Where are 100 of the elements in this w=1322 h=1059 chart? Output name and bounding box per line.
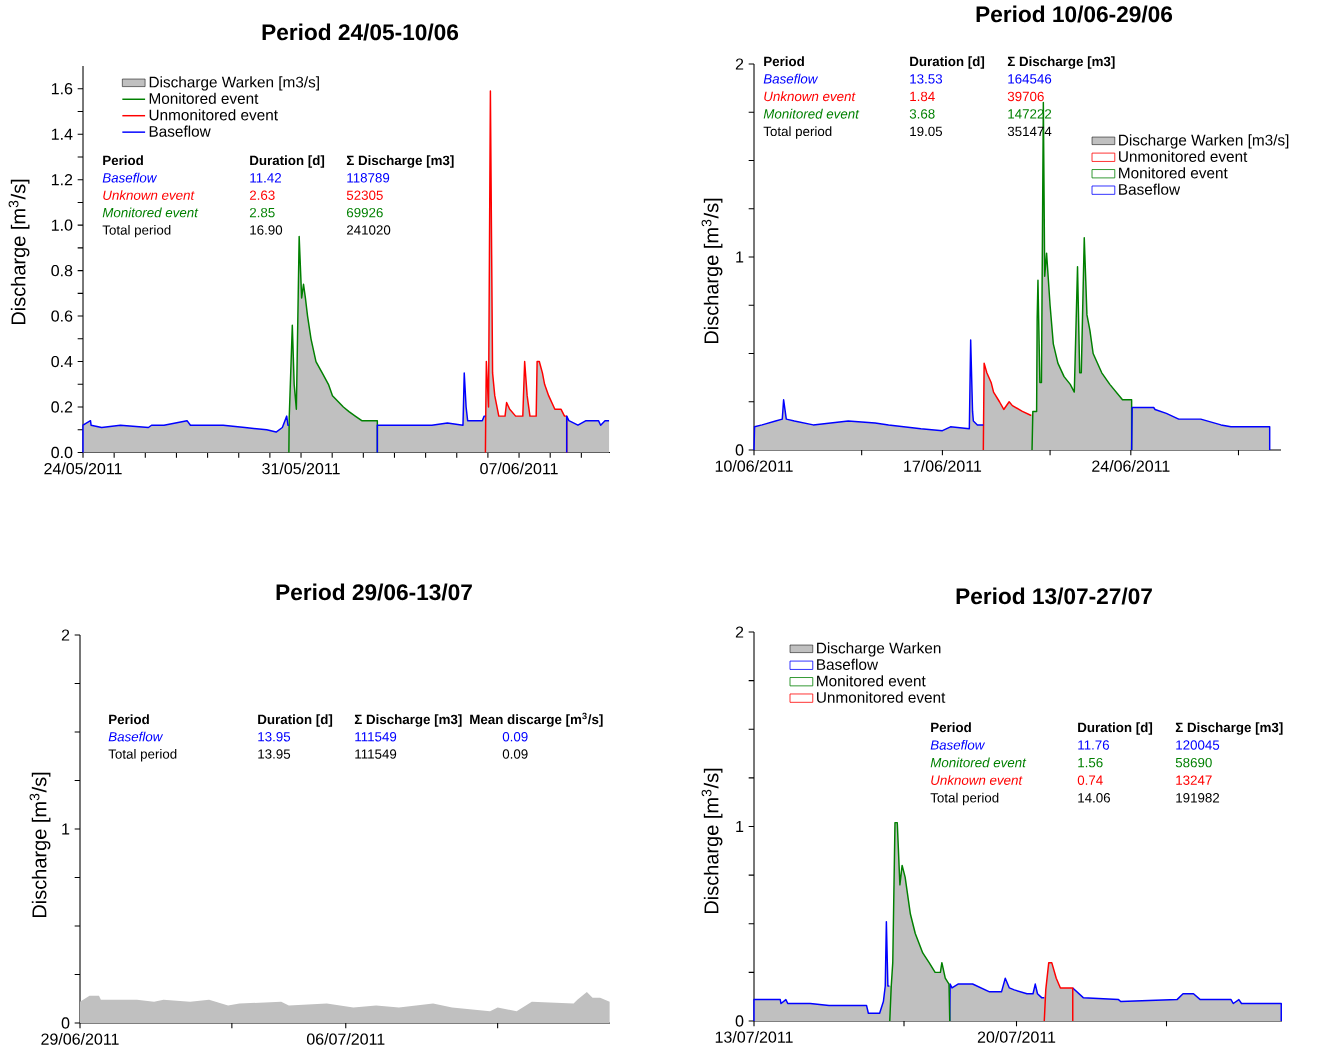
y-tick-label: 1.4	[51, 128, 73, 140]
annotation: Unknown event	[931, 775, 1023, 785]
annotation: 13.95	[258, 749, 291, 759]
annotation: 2.85	[249, 207, 275, 218]
annotation: 0.09	[502, 732, 528, 742]
x-tick-label: 20/07/2011	[977, 1031, 1056, 1043]
legend-label: Discharge Warken	[817, 642, 941, 657]
legend-label: Monitored event	[149, 92, 259, 104]
legend-label: Unmonitored event	[817, 691, 946, 703]
annotation: 164546	[1008, 74, 1052, 84]
annotation: Σ Discharge [m3]	[1175, 722, 1283, 735]
y-tick-label: 0	[735, 444, 744, 456]
annotation: Mean discarge [m$^{3}$/s]	[470, 712, 603, 727]
annotation: Unknown event	[764, 91, 856, 102]
annotation: 11.76	[1078, 740, 1110, 750]
y-tick-label: 0	[735, 1015, 744, 1027]
line-series	[889, 821, 951, 1022]
legend-label: Discharge Warken [m3/s]	[1119, 134, 1289, 149]
annotation: Duration [d]	[1078, 722, 1153, 735]
annotation: Baseflow	[108, 731, 164, 742]
annotation: 14.06	[1078, 793, 1111, 803]
annotation: Period	[764, 56, 804, 67]
annotation: 13.53	[910, 74, 943, 84]
annotation: Σ Discharge [m3]	[1007, 56, 1115, 69]
y-tick-label: 0.0	[51, 446, 73, 459]
annotation: Σ Discharge [m3]	[354, 714, 462, 727]
annotation: 241020	[346, 225, 391, 235]
x-tick-label: 06/07/2011	[306, 1033, 385, 1045]
line-series	[1043, 961, 1074, 1022]
annotation: Monitored event	[102, 207, 199, 218]
line-series	[288, 235, 379, 454]
y-tick-label: 2	[735, 58, 744, 70]
annotation: Duration [d]	[258, 714, 333, 727]
annotation: 13.95	[258, 732, 291, 742]
y-tick-label: 2	[61, 629, 70, 641]
y-tick-label: 0.2	[51, 401, 73, 413]
annotation: 69926	[346, 207, 383, 218]
x-tick-label: 07/06/2011	[480, 462, 558, 475]
annotation: Monitored event	[930, 757, 1027, 768]
y-tick-label: 1	[736, 251, 744, 263]
annotation: 111549	[355, 749, 397, 759]
x-tick-label: 31/05/2011	[262, 462, 340, 475]
x-tick-label: 13/07/2011	[715, 1031, 793, 1043]
legend-label: Baseflow	[817, 658, 879, 670]
legend-label: Monitored event	[817, 675, 926, 687]
annotation: 191982	[1176, 793, 1220, 803]
y-tick-label: 0.8	[51, 264, 73, 277]
annotation: Duration [d]	[250, 155, 325, 168]
legend-label: Baseflow	[149, 125, 211, 137]
legend-label: Discharge Warken [m3/s]	[149, 76, 319, 91]
y-axis-title: Discharge [m$^{3}$/s]	[701, 768, 723, 914]
y-tick-label: 1	[62, 823, 70, 835]
annotation: Total period	[108, 748, 177, 762]
chart-title: Period 24/05-10/06	[262, 23, 459, 41]
annotation: Duration [d]	[910, 56, 985, 69]
annotation: Σ Discharge [m3]	[346, 155, 454, 168]
legend-label: Unmonitored event	[149, 109, 278, 121]
annotation: Total period	[102, 224, 171, 238]
annotation: Baseflow	[763, 73, 819, 84]
x-tick-label: 29/06/2011	[41, 1033, 119, 1045]
annotation: 19.05	[910, 126, 943, 137]
annotation: 13247	[1176, 775, 1212, 785]
chart-title: Period 29/06-13/07	[276, 583, 472, 601]
annotation: 58690	[1175, 757, 1212, 768]
annotation: Period	[931, 722, 971, 733]
annotation: 11.42	[250, 173, 281, 183]
annotation: 0.74	[1077, 775, 1103, 785]
y-tick-label: 1.6	[51, 83, 73, 95]
annotation: 3.68	[909, 109, 935, 119]
annotation: 39706	[1007, 91, 1044, 102]
line-series	[982, 362, 1032, 451]
y-tick-label: 0	[61, 1017, 70, 1029]
annotation: 16.90	[250, 225, 283, 235]
y-tick-label: 0.6	[51, 310, 73, 322]
annotation: Total period	[763, 126, 832, 139]
legend-label: Baseflow	[1119, 183, 1181, 195]
chart-title: Period 13/07-27/07	[956, 587, 1152, 605]
y-tick-label: 2	[735, 626, 744, 638]
annotation: 111549	[355, 732, 397, 742]
line-series	[484, 90, 568, 454]
annotation: Period	[103, 155, 143, 166]
annotation: 1.84	[910, 91, 935, 102]
legend-label: Unmonitored event	[1119, 150, 1248, 162]
annotation: 118789	[347, 173, 390, 183]
x-tick-label: 10/06/2011	[715, 460, 793, 472]
y-axis-title: Discharge [m$^{3}$/s]	[8, 179, 30, 325]
x-tick-label: 24/05/2011	[44, 462, 122, 475]
annotation: Baseflow	[930, 739, 986, 750]
y-tick-label: 1.0	[51, 219, 73, 231]
legend-label: Monitored event	[1119, 167, 1228, 179]
annotation: Total period	[930, 792, 999, 806]
y-tick-label: 0.4	[51, 355, 73, 368]
annotation: 1.56	[1078, 757, 1103, 768]
y-tick-label: 1.2	[51, 174, 73, 186]
annotation: Period	[109, 714, 149, 725]
y-axis-title: Discharge [m$^{3}$/s]	[701, 198, 723, 344]
annotation: 52305	[346, 190, 383, 200]
chart-title: Period 10/06-29/06	[976, 5, 1173, 23]
x-tick-label: 24/06/2011	[1092, 460, 1170, 472]
annotation: 120045	[1176, 740, 1220, 750]
